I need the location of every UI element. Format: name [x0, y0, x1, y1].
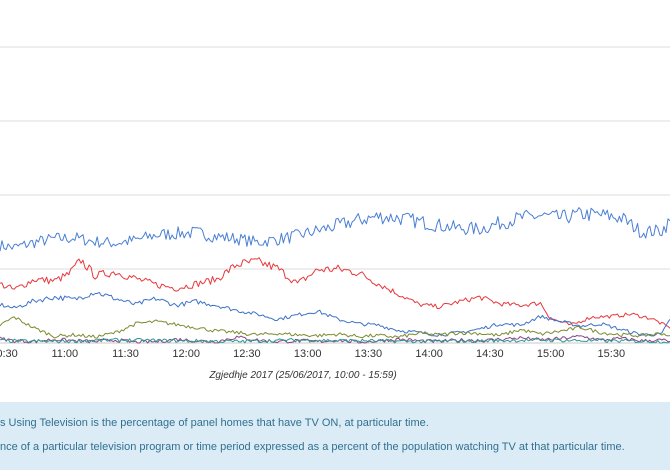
x-tick-label: 12:00 — [172, 348, 200, 360]
x-axis-label: Zgjedhje 2017 (25/06/2017, 10:00 - 15:59… — [208, 370, 396, 381]
series-line-0 — [0, 207, 670, 252]
x-tick-label: 15:30 — [598, 348, 626, 360]
definition-text: s Using Television is the percentage of … — [0, 417, 429, 429]
definition-text: nce of a particular television program o… — [0, 441, 625, 453]
series-line-5 — [0, 337, 670, 344]
x-tick-label: 13:30 — [355, 348, 383, 360]
x-tick-label: 13:00 — [294, 348, 322, 360]
x-axis-ticks: 10:30 11:00 11:30 12:00 12:30 13:00 13:30 14:00… — [0, 348, 625, 360]
series-line-2 — [0, 291, 670, 337]
series-line-1 — [0, 257, 670, 329]
x-tick-label: 14:00 — [415, 348, 443, 360]
chart-series — [0, 207, 670, 344]
x-tick-label: 12:30 — [233, 348, 261, 360]
x-tick-label: 14:30 — [476, 348, 504, 360]
x-tick-label: 11:30 — [112, 348, 139, 360]
series-line-3 — [0, 316, 670, 339]
x-tick-label: 11:00 — [51, 348, 78, 360]
series-line-4 — [0, 335, 670, 344]
chart-gridlines — [0, 46, 670, 344]
x-tick-label: 10:30 — [0, 348, 18, 360]
x-tick-label: 15:00 — [537, 348, 565, 360]
definitions-panel: s Using Television is the percentage of … — [0, 402, 670, 470]
line-chart: 10:30 11:00 11:30 12:00 12:30 13:00 13:30 14:00… — [0, 46, 670, 381]
